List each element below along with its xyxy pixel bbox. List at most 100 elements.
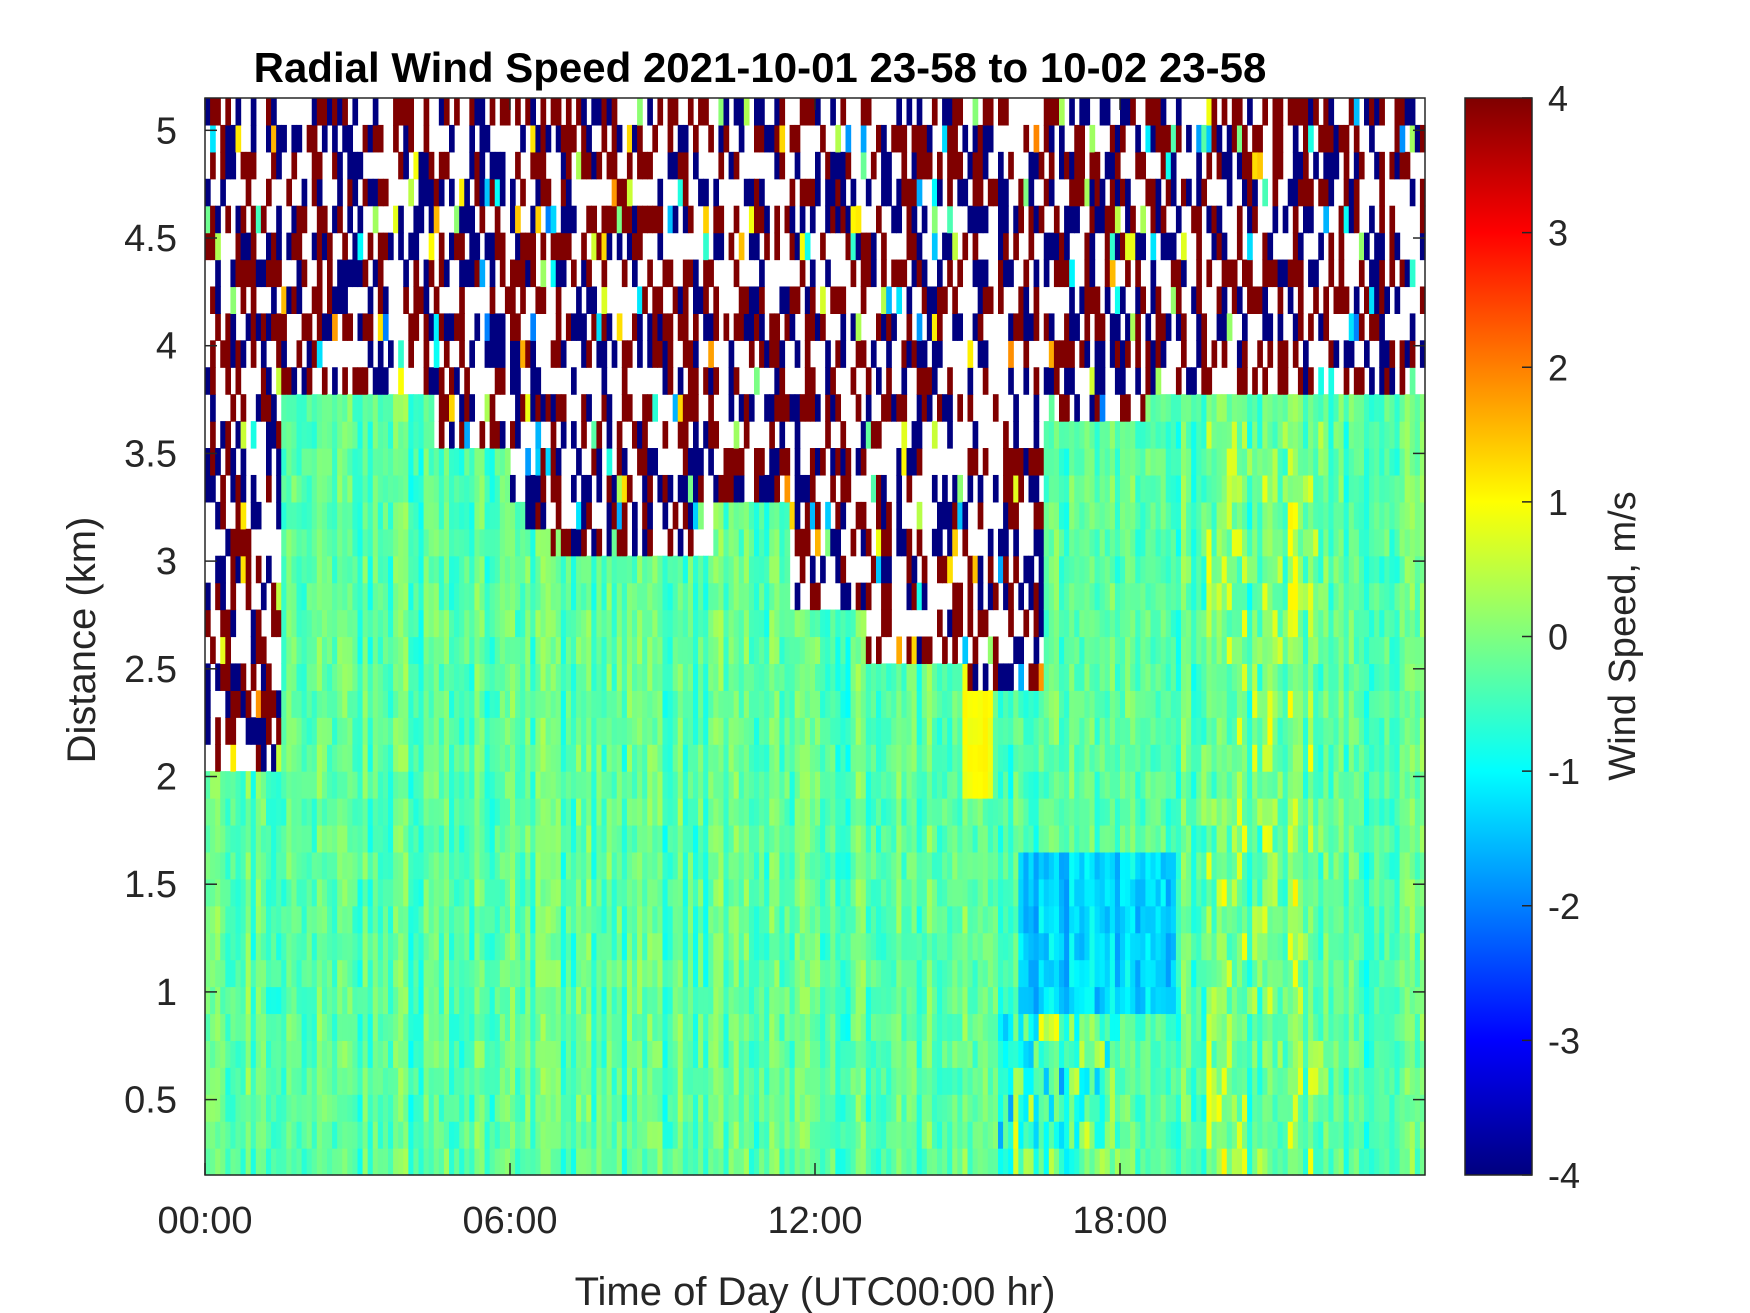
heatmap-cell [418,798,425,826]
heatmap-cell [535,205,542,234]
heatmap-cell [850,744,857,772]
heatmap-cell [845,474,852,503]
heatmap-cell [921,824,928,853]
heatmap-cell [830,824,836,853]
heatmap-cell [713,798,720,826]
heatmap-cell [540,771,547,799]
heatmap-cell [596,340,603,368]
heatmap-cell [728,555,735,584]
heatmap-cell [230,798,237,826]
heatmap-cell [271,932,277,961]
heatmap-cell [642,932,648,961]
heatmap-cell [281,609,287,638]
heatmap-cell [449,744,455,772]
heatmap-cell [581,1121,587,1149]
heatmap-cell [682,663,689,691]
heatmap-cell [393,878,399,907]
heatmap-cell [250,851,257,880]
heatmap-cell [276,448,282,476]
heatmap-cell [703,878,709,907]
heatmap-cell [367,178,374,207]
heatmap-cell [647,474,653,503]
heatmap-cell [316,151,323,180]
heatmap-cell [291,151,298,180]
heatmap-cell [540,178,547,207]
heatmap-cell [784,798,791,826]
heatmap-cell [306,394,313,422]
heatmap-cell [423,124,430,153]
heatmap-cell [845,744,852,772]
heatmap-cell [281,851,287,880]
heatmap-cell [423,178,430,207]
heatmap-cell [708,690,714,718]
heatmap-cell [860,582,867,611]
heatmap-cell [479,1013,486,1041]
heatmap-cell [626,636,633,665]
heatmap-cell [398,959,404,988]
heatmap-cell [886,555,892,584]
heatmap-cell [896,905,903,934]
heatmap-cell [581,663,587,691]
heatmap-cell [840,878,847,907]
heatmap-cell [967,1067,974,1095]
heatmap-cell [947,232,953,261]
heatmap-cell [748,528,755,557]
heatmap-cell [438,555,445,584]
heatmap-cell [474,798,481,826]
heatmap-cell [210,1148,216,1176]
heatmap-cell [860,905,867,934]
heatmap-cell [301,609,308,638]
heatmap-cell [403,1013,409,1041]
heatmap-cell [479,124,486,153]
heatmap-cell [769,555,775,584]
heatmap-cell [352,663,359,691]
heatmap-cell [555,636,562,665]
heatmap-cell [352,1040,359,1068]
heatmap-cell [260,690,267,718]
heatmap-cell [362,690,369,718]
heatmap-cell [413,286,420,314]
heatmap-cell [281,501,287,530]
heatmap-cell [682,286,689,314]
heatmap-cell [931,178,938,207]
heatmap-cell [977,717,984,745]
heatmap-cell [393,1067,399,1095]
heatmap-cell [555,851,562,880]
heatmap-cell [433,932,440,961]
heatmap-cell [337,1067,343,1095]
heatmap-cell [865,98,872,126]
heatmap-cell [220,1013,226,1041]
heatmap-cell [276,878,282,907]
heatmap-cell [876,744,882,772]
heatmap-cell [967,663,974,691]
heatmap-cell [438,690,445,718]
heatmap-cell [667,932,674,961]
heatmap-cell [647,1148,653,1176]
heatmap-cell [352,744,359,772]
heatmap-cell [967,986,974,1015]
heatmap-cell [911,1094,918,1122]
heatmap-cell [474,717,481,745]
heatmap-cell [316,609,323,638]
heatmap-cell [469,448,476,476]
heatmap-cell [931,313,938,341]
heatmap-cell [972,232,979,261]
heatmap-cell [916,448,923,476]
heatmap-cell [967,340,974,368]
heatmap-cell [489,259,496,288]
heatmap-cell [647,340,653,368]
heatmap-cell [372,609,379,638]
heatmap-cell [901,124,908,153]
heatmap-cell [754,205,760,234]
heatmap-cell [342,636,348,665]
heatmap-cell [591,528,598,557]
heatmap-cell [393,528,399,557]
heatmap-cell [367,717,374,745]
heatmap-cell [825,1121,831,1149]
heatmap-cell [754,1121,760,1149]
heatmap-cell [286,663,293,691]
heatmap-cell [698,824,704,853]
heatmap-cell [474,259,481,288]
heatmap-cell [571,124,577,153]
heatmap-cell [560,932,567,961]
